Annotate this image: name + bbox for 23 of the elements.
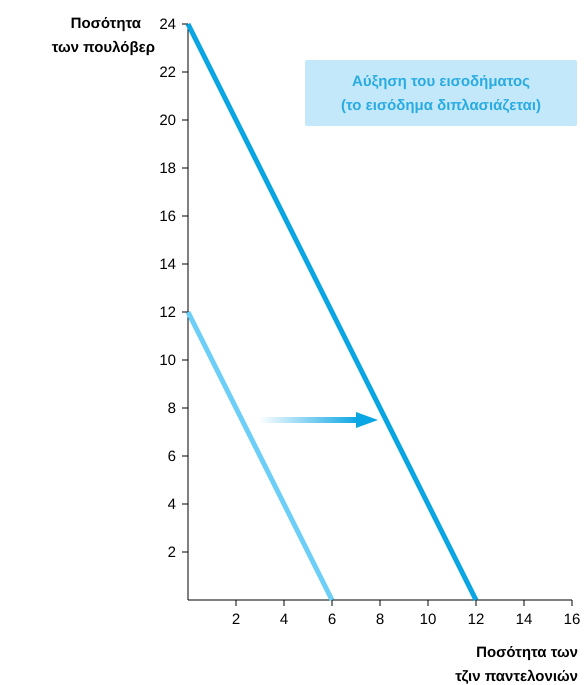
y-tick-label: 4 <box>168 496 176 513</box>
x-tick-label: 16 <box>564 611 580 628</box>
y-tick-label: 18 <box>159 160 176 177</box>
y-tick-label: 8 <box>168 400 176 417</box>
x-tick-label: 14 <box>516 611 532 628</box>
y-tick-label: 6 <box>168 448 176 465</box>
y-tick-label: 20 <box>159 112 176 129</box>
x-tick-label: 8 <box>376 611 384 628</box>
y-tick-label: 12 <box>159 304 176 321</box>
x-tick-label: 2 <box>232 611 240 628</box>
annotation: Αύξηση του εισοδήματος (το εισόδημα διπλασιάζεται) <box>340 73 542 114</box>
y-axis-title: Ποσότητα των πουλόβερ <box>52 15 155 56</box>
y-tick-label: 10 <box>159 352 176 369</box>
x-tick-label: 10 <box>420 611 436 628</box>
x-tick-label: 12 <box>468 611 484 628</box>
y-tick-label: 24 <box>159 16 176 33</box>
x-axis-title: Ποσότητα των τζιν παντελονιών <box>455 644 578 685</box>
y-tick-label: 14 <box>159 256 176 273</box>
y-tick-label: 16 <box>159 208 176 225</box>
x-tick-label: 6 <box>328 611 336 628</box>
x-tick-label: 4 <box>280 611 288 628</box>
y-tick-label: 2 <box>168 544 176 561</box>
y-tick-label: 22 <box>159 64 176 81</box>
